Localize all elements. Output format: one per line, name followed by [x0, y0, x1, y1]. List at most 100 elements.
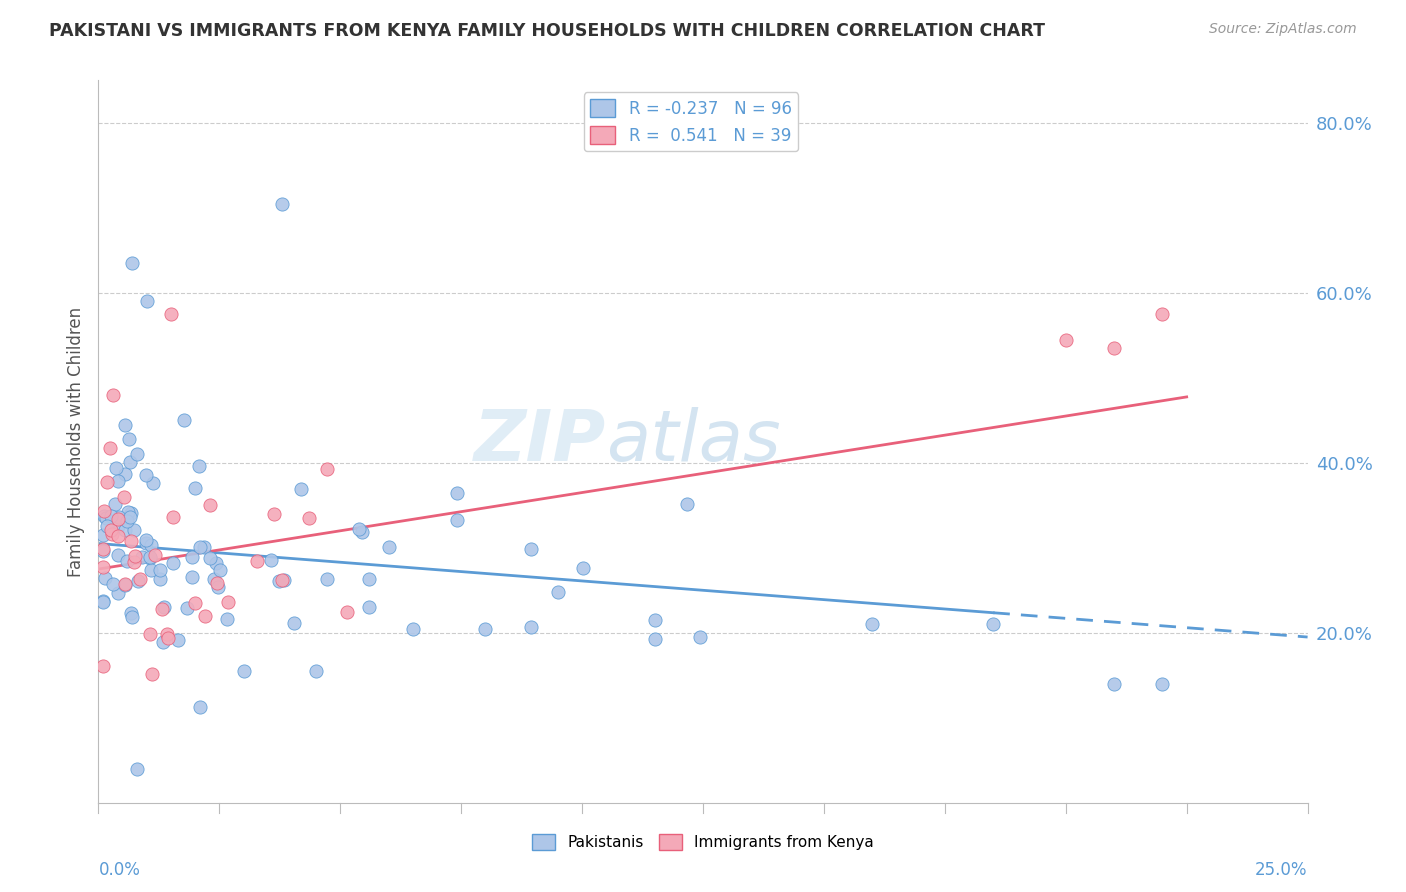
Point [107, 528, 129, 542]
Point [91, 595, 114, 609]
Point [263, 507, 285, 521]
Point [101, 388, 124, 402]
Point [217, 595, 239, 609]
Point [205, 576, 228, 591]
Point [198, 498, 221, 512]
Point [188, 700, 211, 714]
Point [135, 294, 157, 309]
Point [157, 632, 180, 646]
Point [689, 630, 711, 644]
Point [114, 577, 136, 591]
Point [139, 563, 162, 577]
Point [91, 544, 114, 558]
Point [127, 574, 149, 589]
Point [1152, 677, 1174, 691]
Point [188, 540, 211, 554]
Point [149, 573, 172, 587]
Point [107, 512, 129, 526]
Point [520, 620, 543, 634]
Point [131, 550, 153, 565]
Point [1054, 333, 1077, 347]
Point [100, 508, 122, 523]
Point [91, 541, 114, 556]
Point [446, 513, 468, 527]
Point [215, 612, 238, 626]
Point [860, 617, 883, 632]
Point [142, 476, 165, 491]
Point [162, 510, 184, 524]
Point [378, 541, 401, 555]
Point [446, 486, 468, 500]
Point [104, 461, 127, 475]
Point [121, 610, 143, 624]
Point [315, 572, 337, 586]
Point [336, 605, 359, 619]
Point [200, 551, 222, 566]
Text: atlas: atlas [606, 407, 780, 476]
Point [246, 554, 269, 568]
Point [135, 533, 157, 547]
Point [359, 599, 381, 614]
Point [104, 497, 127, 511]
Point [283, 616, 305, 631]
Point [127, 447, 149, 461]
Point [547, 584, 569, 599]
Point [101, 527, 124, 541]
Point [93, 504, 115, 518]
Point [290, 482, 312, 496]
Point [127, 762, 149, 776]
Point [98, 441, 121, 455]
Point [1102, 677, 1125, 691]
Point [193, 540, 215, 554]
Point [209, 563, 232, 577]
Point [139, 551, 162, 566]
Point [350, 524, 373, 539]
Text: ZIP: ZIP [474, 407, 606, 476]
Point [112, 490, 135, 504]
Legend: Pakistanis, Immigrants from Kenya: Pakistanis, Immigrants from Kenya [526, 829, 880, 856]
Point [184, 482, 207, 496]
Point [271, 196, 294, 211]
Point [114, 467, 136, 482]
Point [91, 559, 114, 574]
Point [121, 534, 143, 549]
Point [101, 576, 124, 591]
Point [91, 594, 114, 608]
Point [118, 432, 141, 446]
Point [129, 572, 152, 586]
Point [181, 549, 204, 564]
Point [188, 458, 211, 473]
Point [122, 555, 145, 569]
Point [114, 418, 136, 433]
Point [118, 510, 141, 524]
Point [156, 626, 179, 640]
Point [138, 550, 160, 565]
Y-axis label: Family Households with Children: Family Households with Children [66, 307, 84, 576]
Point [141, 666, 163, 681]
Point [152, 635, 174, 649]
Point [166, 632, 188, 647]
Point [135, 535, 157, 549]
Point [107, 586, 129, 600]
Point [96, 510, 118, 524]
Point [150, 602, 173, 616]
Point [402, 623, 425, 637]
Point [143, 548, 166, 562]
Point [205, 556, 228, 570]
Point [91, 527, 114, 541]
Point [269, 574, 291, 588]
Point [1102, 341, 1125, 355]
Point [357, 572, 380, 586]
Point [273, 573, 295, 587]
Point [107, 510, 129, 524]
Point [135, 468, 157, 483]
Point [93, 509, 115, 524]
Point [347, 522, 370, 536]
Point [1152, 307, 1174, 321]
Point [139, 538, 162, 552]
Point [202, 572, 225, 586]
Point [149, 563, 172, 577]
Point [305, 664, 328, 678]
Point [260, 553, 283, 567]
Point [94, 571, 117, 585]
